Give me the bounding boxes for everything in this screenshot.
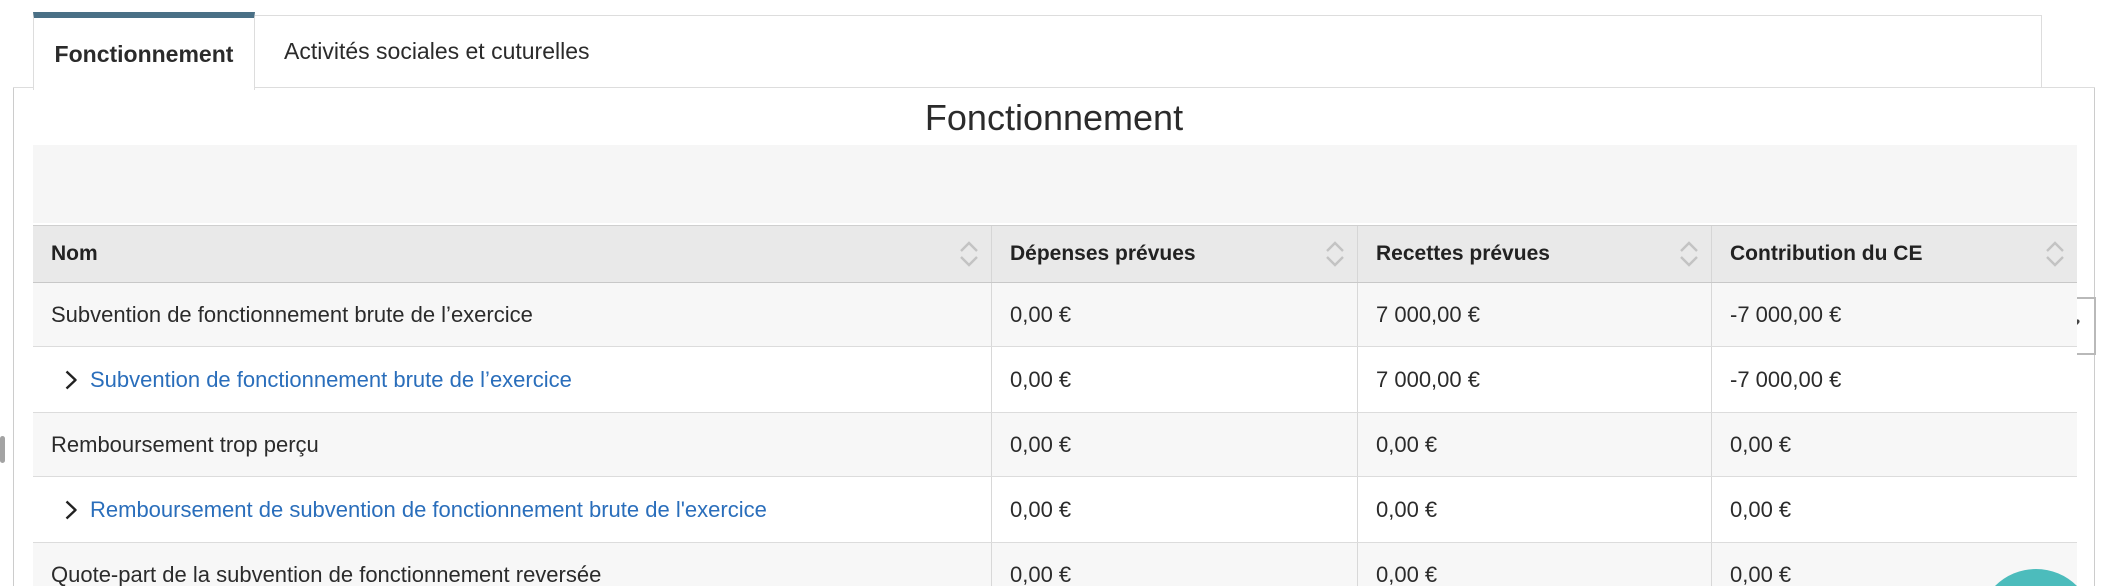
amount-value: 0,00 €: [1010, 366, 1072, 392]
cell-recettes: 0,00 €: [1358, 413, 1712, 476]
row-name-text: Subvention de fonctionnement brute de l’…: [51, 301, 533, 327]
cell-nom: Remboursement trop perçu: [33, 413, 992, 476]
cell-recettes: 7 000,00 €: [1358, 347, 1712, 412]
sort-icon: [2046, 241, 2064, 267]
column-header-nom[interactable]: Nom: [33, 226, 992, 282]
tab-activites-sociales[interactable]: Activités sociales et cuturelles: [256, 16, 804, 87]
row-name-text: Remboursement trop perçu: [51, 431, 319, 457]
cell-contribution: 0,00 €: [1712, 543, 2077, 586]
table-row: Remboursement de subvention de fonctionn…: [33, 477, 2077, 543]
cell-recettes: 0,00 €: [1358, 477, 1712, 542]
column-header-depenses[interactable]: Dépenses prévues: [992, 226, 1358, 282]
cell-recettes: 0,00 €: [1358, 543, 1712, 586]
tabstrip-bottom-border: [13, 87, 2095, 88]
cell-nom: Subvention de fonctionnement brute de l’…: [33, 283, 992, 346]
amount-value: 0,00 €: [1730, 496, 1792, 522]
amount-value: 0,00 €: [1730, 561, 1792, 586]
cell-nom: Remboursement de subvention de fonctionn…: [33, 477, 992, 542]
table-toolbar: 100: [33, 145, 2096, 355]
amount-value: 0,00 €: [1010, 561, 1072, 586]
chevron-right-icon: [65, 500, 77, 519]
amount-value: 0,00 €: [1730, 431, 1792, 457]
cell-contribution: -7 000,00 €: [1712, 347, 2077, 412]
amount-value: 0,00 €: [1010, 496, 1072, 522]
amount-value: 0,00 €: [1010, 301, 1072, 327]
cell-nom: Quote-part de la subvention de fonctionn…: [33, 543, 992, 586]
amount-value: -7 000,00 €: [1730, 301, 1842, 327]
table-body: Subvention de fonctionnement brute de l’…: [33, 283, 2077, 586]
cell-contribution: 0,00 €: [1712, 413, 2077, 476]
table-header-row: Nom Dépenses prévues Recettes prévues Contr…: [33, 225, 2077, 283]
column-header-label: Contribution du CE: [1730, 242, 1923, 265]
column-header-contribution[interactable]: Contribution du CE: [1712, 226, 2077, 282]
column-header-recettes[interactable]: Recettes prévues: [1358, 226, 1712, 282]
amount-value: 7 000,00 €: [1376, 366, 1480, 392]
cell-depenses: 0,00 €: [992, 543, 1358, 586]
table-row: Quote-part de la subvention de fonctionn…: [33, 543, 2077, 586]
column-header-label: Dépenses prévues: [1010, 242, 1196, 265]
budget-table: Nom Dépenses prévues Recettes prévues Contr…: [33, 225, 2077, 586]
table-row: Subvention de fonctionnement brute de l’…: [33, 283, 2077, 347]
column-header-label: Nom: [51, 242, 98, 265]
row-name-text: Quote-part de la subvention de fonctionn…: [51, 561, 602, 586]
amount-value: 0,00 €: [1010, 431, 1072, 457]
sort-icon: [1326, 241, 1344, 267]
cell-contribution: 0,00 €: [1712, 477, 2077, 542]
tabstrip-right-border: [2041, 15, 2042, 88]
tab-fonctionnement-label: Fonctionnement: [54, 40, 234, 67]
cell-depenses: 0,00 €: [992, 283, 1358, 346]
tab-activites-sociales-label: Activités sociales et cuturelles: [284, 38, 590, 64]
cell-contribution: -7 000,00 €: [1712, 283, 2077, 346]
amount-value: 7 000,00 €: [1376, 301, 1480, 327]
amount-value: -7 000,00 €: [1730, 366, 1842, 392]
cell-recettes: 7 000,00 €: [1358, 283, 1712, 346]
row-name-link[interactable]: Remboursement de subvention de fonctionn…: [90, 496, 767, 522]
cell-nom: Subvention de fonctionnement brute de l’…: [33, 347, 992, 412]
cell-depenses: 0,00 €: [992, 413, 1358, 476]
row-name-link[interactable]: Subvention de fonctionnement brute de l’…: [90, 366, 572, 392]
page-title: Fonctionnement: [924, 97, 1184, 138]
amount-value: 0,00 €: [1376, 561, 1438, 586]
amount-value: 0,00 €: [1376, 496, 1438, 522]
column-header-label: Recettes prévues: [1376, 242, 1550, 265]
left-edge-scroll-handle[interactable]: [0, 436, 5, 463]
sort-icon: [1680, 241, 1698, 267]
tabstrip-top-border: [255, 15, 2041, 16]
cell-depenses: 0,00 €: [992, 347, 1358, 412]
cell-depenses: 0,00 €: [992, 477, 1358, 542]
tab-fonctionnement[interactable]: Fonctionnement: [33, 12, 255, 90]
chevron-right-icon: [65, 370, 77, 389]
table-row: Remboursement trop perçu 0,00 € 0,00 € 0,00…: [33, 413, 2077, 477]
amount-value: 0,00 €: [1376, 431, 1438, 457]
sort-icon: [960, 241, 978, 267]
table-row: Subvention de fonctionnement brute de l’…: [33, 347, 2077, 413]
